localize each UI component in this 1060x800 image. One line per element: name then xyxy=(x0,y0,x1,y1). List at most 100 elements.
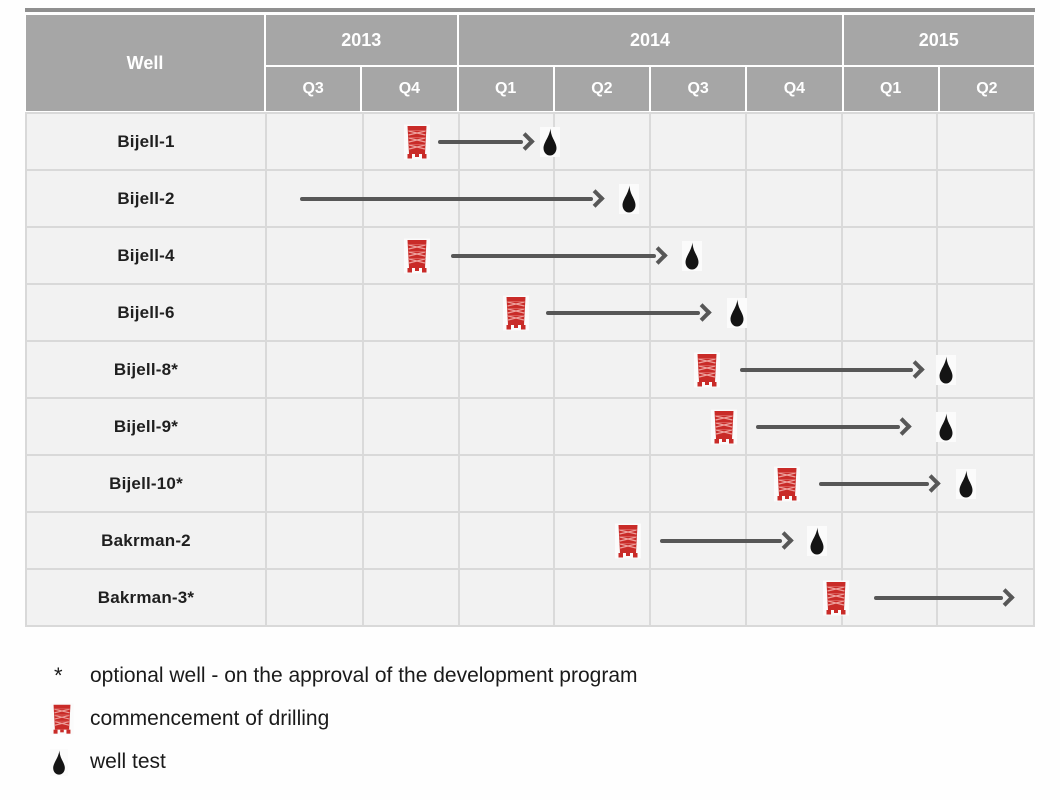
legend-line-optional: * optional well - on the approval of the… xyxy=(50,660,638,692)
schedule-arrow xyxy=(659,513,795,568)
legend: * optional well - on the approval of the… xyxy=(50,660,638,789)
well-test-marker xyxy=(806,525,827,556)
legend-rig-symbol xyxy=(50,703,90,735)
quarter-header-2013-Q4: Q4 xyxy=(361,66,458,112)
quarter-gridline xyxy=(649,399,651,454)
arrow-head xyxy=(922,474,942,493)
timeline-cell xyxy=(267,570,1033,625)
quarter-gridline xyxy=(457,513,460,568)
legend-line-drilling: commencement of drilling xyxy=(50,703,638,735)
well-row: Bijell-1 xyxy=(27,114,1033,171)
timeline-cell xyxy=(267,342,1033,397)
well-label: Bijell-10* xyxy=(27,456,267,511)
timeline-cell xyxy=(267,171,1033,226)
schedule-arrow xyxy=(756,399,912,454)
oil-drop-icon xyxy=(50,748,68,776)
quarter-gridline xyxy=(457,399,460,454)
year-header-2014: 2014 xyxy=(457,14,843,66)
quarter-gridline xyxy=(840,171,843,226)
quarter-gridline xyxy=(744,114,747,169)
well-test-marker xyxy=(956,468,977,499)
arrow-line xyxy=(545,310,700,315)
well-test-marker xyxy=(539,126,560,157)
arrow-line xyxy=(437,139,524,144)
quarter-gridline xyxy=(649,513,651,568)
quarter-gridline xyxy=(840,285,843,340)
well-row: Bakrman-2 xyxy=(27,513,1033,570)
drilling-rig-marker xyxy=(404,238,431,274)
quarter-header-2013-Q3: Q3 xyxy=(265,66,362,112)
drilling-rig-icon xyxy=(404,238,431,273)
quarter-gridline xyxy=(744,399,747,454)
table-body: Bijell-1 Bijell-2 Bijell-4 Bijell-6 Bijell-8… xyxy=(25,112,1035,627)
arrow-head xyxy=(586,189,605,208)
arrow-line xyxy=(739,367,914,372)
quarter-gridline xyxy=(553,513,556,568)
well-test-marker xyxy=(936,354,957,385)
drilling-rig-icon xyxy=(774,466,801,501)
well-row: Bakrman-3* xyxy=(27,570,1033,625)
drilling-rig-icon xyxy=(693,352,720,387)
legend-welltest-text: well test xyxy=(90,750,166,773)
drilling-rig-marker xyxy=(502,295,529,331)
quarter-gridline xyxy=(936,114,939,169)
quarter-header-2014-Q3: Q3 xyxy=(650,66,747,112)
quarter-gridline xyxy=(744,570,747,625)
schedule-arrow xyxy=(819,456,942,511)
schedule-arrow xyxy=(739,342,926,397)
drilling-rig-marker xyxy=(710,409,737,445)
arrow-head xyxy=(775,531,795,550)
arrow-head xyxy=(649,246,668,265)
quarter-header-2014-Q1: Q1 xyxy=(457,66,554,112)
legend-optional-text: optional well - on the approval of the d… xyxy=(90,664,638,687)
drilling-rig-marker xyxy=(774,466,801,502)
well-row: Bijell-10* xyxy=(27,456,1033,513)
arrow-line xyxy=(450,253,656,258)
drilling-rig-marker xyxy=(614,523,641,559)
arrow-head xyxy=(692,303,712,322)
timeline-cell xyxy=(267,114,1033,169)
quarter-gridline xyxy=(649,114,651,169)
quarter-gridline xyxy=(936,456,939,511)
well-label: Bakrman-2 xyxy=(27,513,267,568)
drilling-rig-icon xyxy=(50,703,74,735)
timeline-cell xyxy=(267,285,1033,340)
drilling-schedule-table: Well 2013 Q3 Q4 2014 Q1 Q2 Q3 Q4 2015 Q1 Q2 Bijell-… xyxy=(25,8,1035,627)
oil-drop-icon xyxy=(956,468,977,499)
well-label: Bijell-8* xyxy=(27,342,267,397)
schedule-arrow xyxy=(299,171,605,226)
timeline-cell xyxy=(267,228,1033,283)
quarter-gridline xyxy=(361,399,364,454)
quarter-gridline xyxy=(744,171,747,226)
well-test-marker xyxy=(936,411,957,442)
quarter-gridline xyxy=(457,285,460,340)
quarter-gridline xyxy=(457,456,460,511)
arrow-line xyxy=(299,196,594,201)
quarter-header-2015-Q1: Q1 xyxy=(842,66,939,112)
arrow-head xyxy=(996,588,1015,607)
oil-drop-icon xyxy=(726,297,747,328)
quarter-gridline xyxy=(361,114,364,169)
well-label: Bakrman-3* xyxy=(27,570,267,625)
oil-drop-icon xyxy=(936,354,957,385)
oil-drop-icon xyxy=(936,411,957,442)
arrow-line xyxy=(873,595,1004,600)
year-header-2015: 2015 xyxy=(842,14,1035,66)
quarter-gridline xyxy=(840,114,843,169)
quarter-gridline xyxy=(744,228,747,283)
table-header: Well 2013 Q3 Q4 2014 Q1 Q2 Q3 Q4 2015 Q1 Q2 xyxy=(25,14,1035,112)
well-row: Bijell-8* xyxy=(27,342,1033,399)
year-header-2013: 2013 xyxy=(265,14,458,66)
well-label: Bijell-4 xyxy=(27,228,267,283)
legend-drilling-text: commencement of drilling xyxy=(90,707,330,730)
legend-line-welltest: well test xyxy=(50,746,638,778)
quarter-gridline xyxy=(457,342,460,397)
quarter-gridline xyxy=(936,285,939,340)
quarter-gridline xyxy=(361,570,364,625)
quarter-gridline xyxy=(361,513,364,568)
well-label: Bijell-2 xyxy=(27,171,267,226)
well-row: Bijell-2 xyxy=(27,171,1033,228)
well-test-marker xyxy=(682,240,703,271)
schedule-arrow xyxy=(873,570,1015,625)
